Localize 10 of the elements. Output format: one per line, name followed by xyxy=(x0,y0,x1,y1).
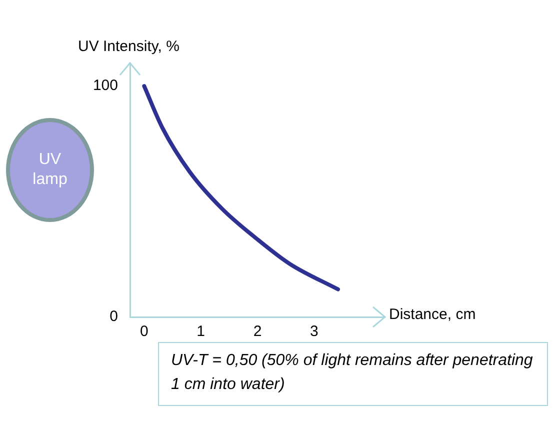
x-tick-label: 2 xyxy=(253,323,262,340)
y-axis-title: UV Intensity, % xyxy=(78,38,180,55)
x-tick-label: 3 xyxy=(310,323,318,340)
lamp-icon: UV lamp xyxy=(6,118,94,222)
line-series xyxy=(142,84,340,292)
x-tick-label: 1 xyxy=(196,323,206,340)
text: UV-T = 0,50 (50% of light remains after penetrating 1 cm into water) xyxy=(158,342,548,406)
x-axis-title: Distance, cm xyxy=(389,306,476,324)
x-tick-label: 0 xyxy=(140,323,148,340)
y-tick-label: 100 xyxy=(92,77,118,94)
